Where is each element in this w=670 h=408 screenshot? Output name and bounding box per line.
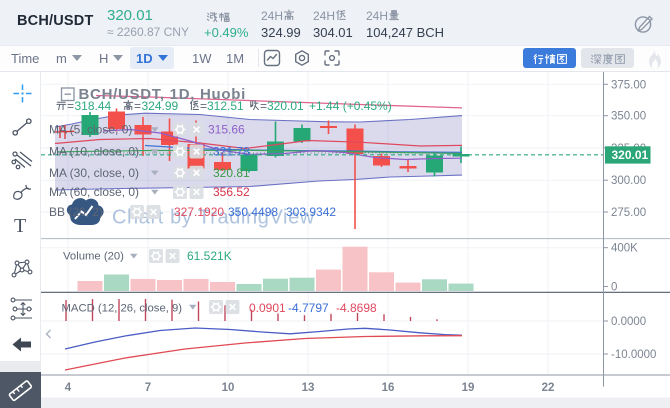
- svg-text:375.00: 375.00: [611, 79, 646, 91]
- svg-text:350.00: 350.00: [611, 111, 646, 123]
- svg-text:400K: 400K: [611, 243, 638, 255]
- svg-text:BB (20, 2): BB (20, 2): [49, 205, 103, 219]
- svg-text:318.44: 318.44: [75, 99, 112, 113]
- svg-text:324.99: 324.99: [142, 99, 179, 113]
- svg-text:312.51: 312.51: [207, 99, 244, 113]
- svg-text:320.01: 320.01: [612, 148, 649, 162]
- svg-text:320.81: 320.81: [213, 166, 250, 180]
- svg-text:300.00: 300.00: [611, 175, 646, 187]
- svg-text:MACD (12, 26, close, 9): MACD (12, 26, close, 9): [62, 303, 183, 315]
- svg-text:16: 16: [382, 382, 395, 394]
- svg-text:MA (5, close, 0): MA (5, close, 0): [49, 123, 132, 137]
- svg-text:13: 13: [302, 382, 315, 394]
- svg-text:=: =: [200, 99, 207, 113]
- svg-text:19: 19: [462, 382, 475, 394]
- svg-text:-4.8698: -4.8698: [336, 301, 377, 315]
- svg-text:320.01: 320.01: [267, 99, 304, 113]
- svg-text:356.52: 356.52: [213, 185, 250, 199]
- svg-text:-4.7797: -4.7797: [288, 301, 329, 315]
- svg-text:303.9342: 303.9342: [286, 205, 336, 219]
- svg-text:=: =: [260, 99, 267, 113]
- svg-text:MA (10, close, 0): MA (10, close, 0): [49, 145, 139, 159]
- svg-text:350.4498: 350.4498: [228, 205, 278, 219]
- svg-text:275.00: 275.00: [611, 207, 646, 219]
- svg-text:327.1920: 327.1920: [174, 205, 224, 219]
- svg-text:61.521K: 61.521K: [187, 249, 232, 263]
- svg-text:315.66: 315.66: [208, 123, 245, 137]
- svg-text:-10.0000: -10.0000: [611, 349, 656, 361]
- svg-text:MA (30, close, 0): MA (30, close, 0): [49, 166, 139, 180]
- svg-text:10: 10: [222, 382, 235, 394]
- svg-text:22: 22: [542, 382, 555, 394]
- svg-text:0.0901: 0.0901: [249, 301, 286, 315]
- svg-text:4: 4: [65, 382, 72, 394]
- svg-text:0.0000: 0.0000: [611, 316, 646, 328]
- svg-text:0: 0: [611, 282, 617, 294]
- svg-text:=: =: [134, 99, 141, 113]
- svg-text:Chart by TradingView: Chart by TradingView: [112, 207, 315, 229]
- svg-text:+1.44 (+0.45%): +1.44 (+0.45%): [309, 99, 392, 113]
- svg-text:Volume (20): Volume (20): [63, 251, 124, 263]
- svg-text:MA (60, close, 0): MA (60, close, 0): [49, 185, 139, 199]
- svg-text:=: =: [67, 99, 74, 113]
- svg-text:7: 7: [145, 382, 151, 394]
- svg-text:BCH/USDT, 1D, Huobi: BCH/USDT, 1D, Huobi: [79, 86, 246, 103]
- svg-text:321.78: 321.78: [213, 145, 250, 159]
